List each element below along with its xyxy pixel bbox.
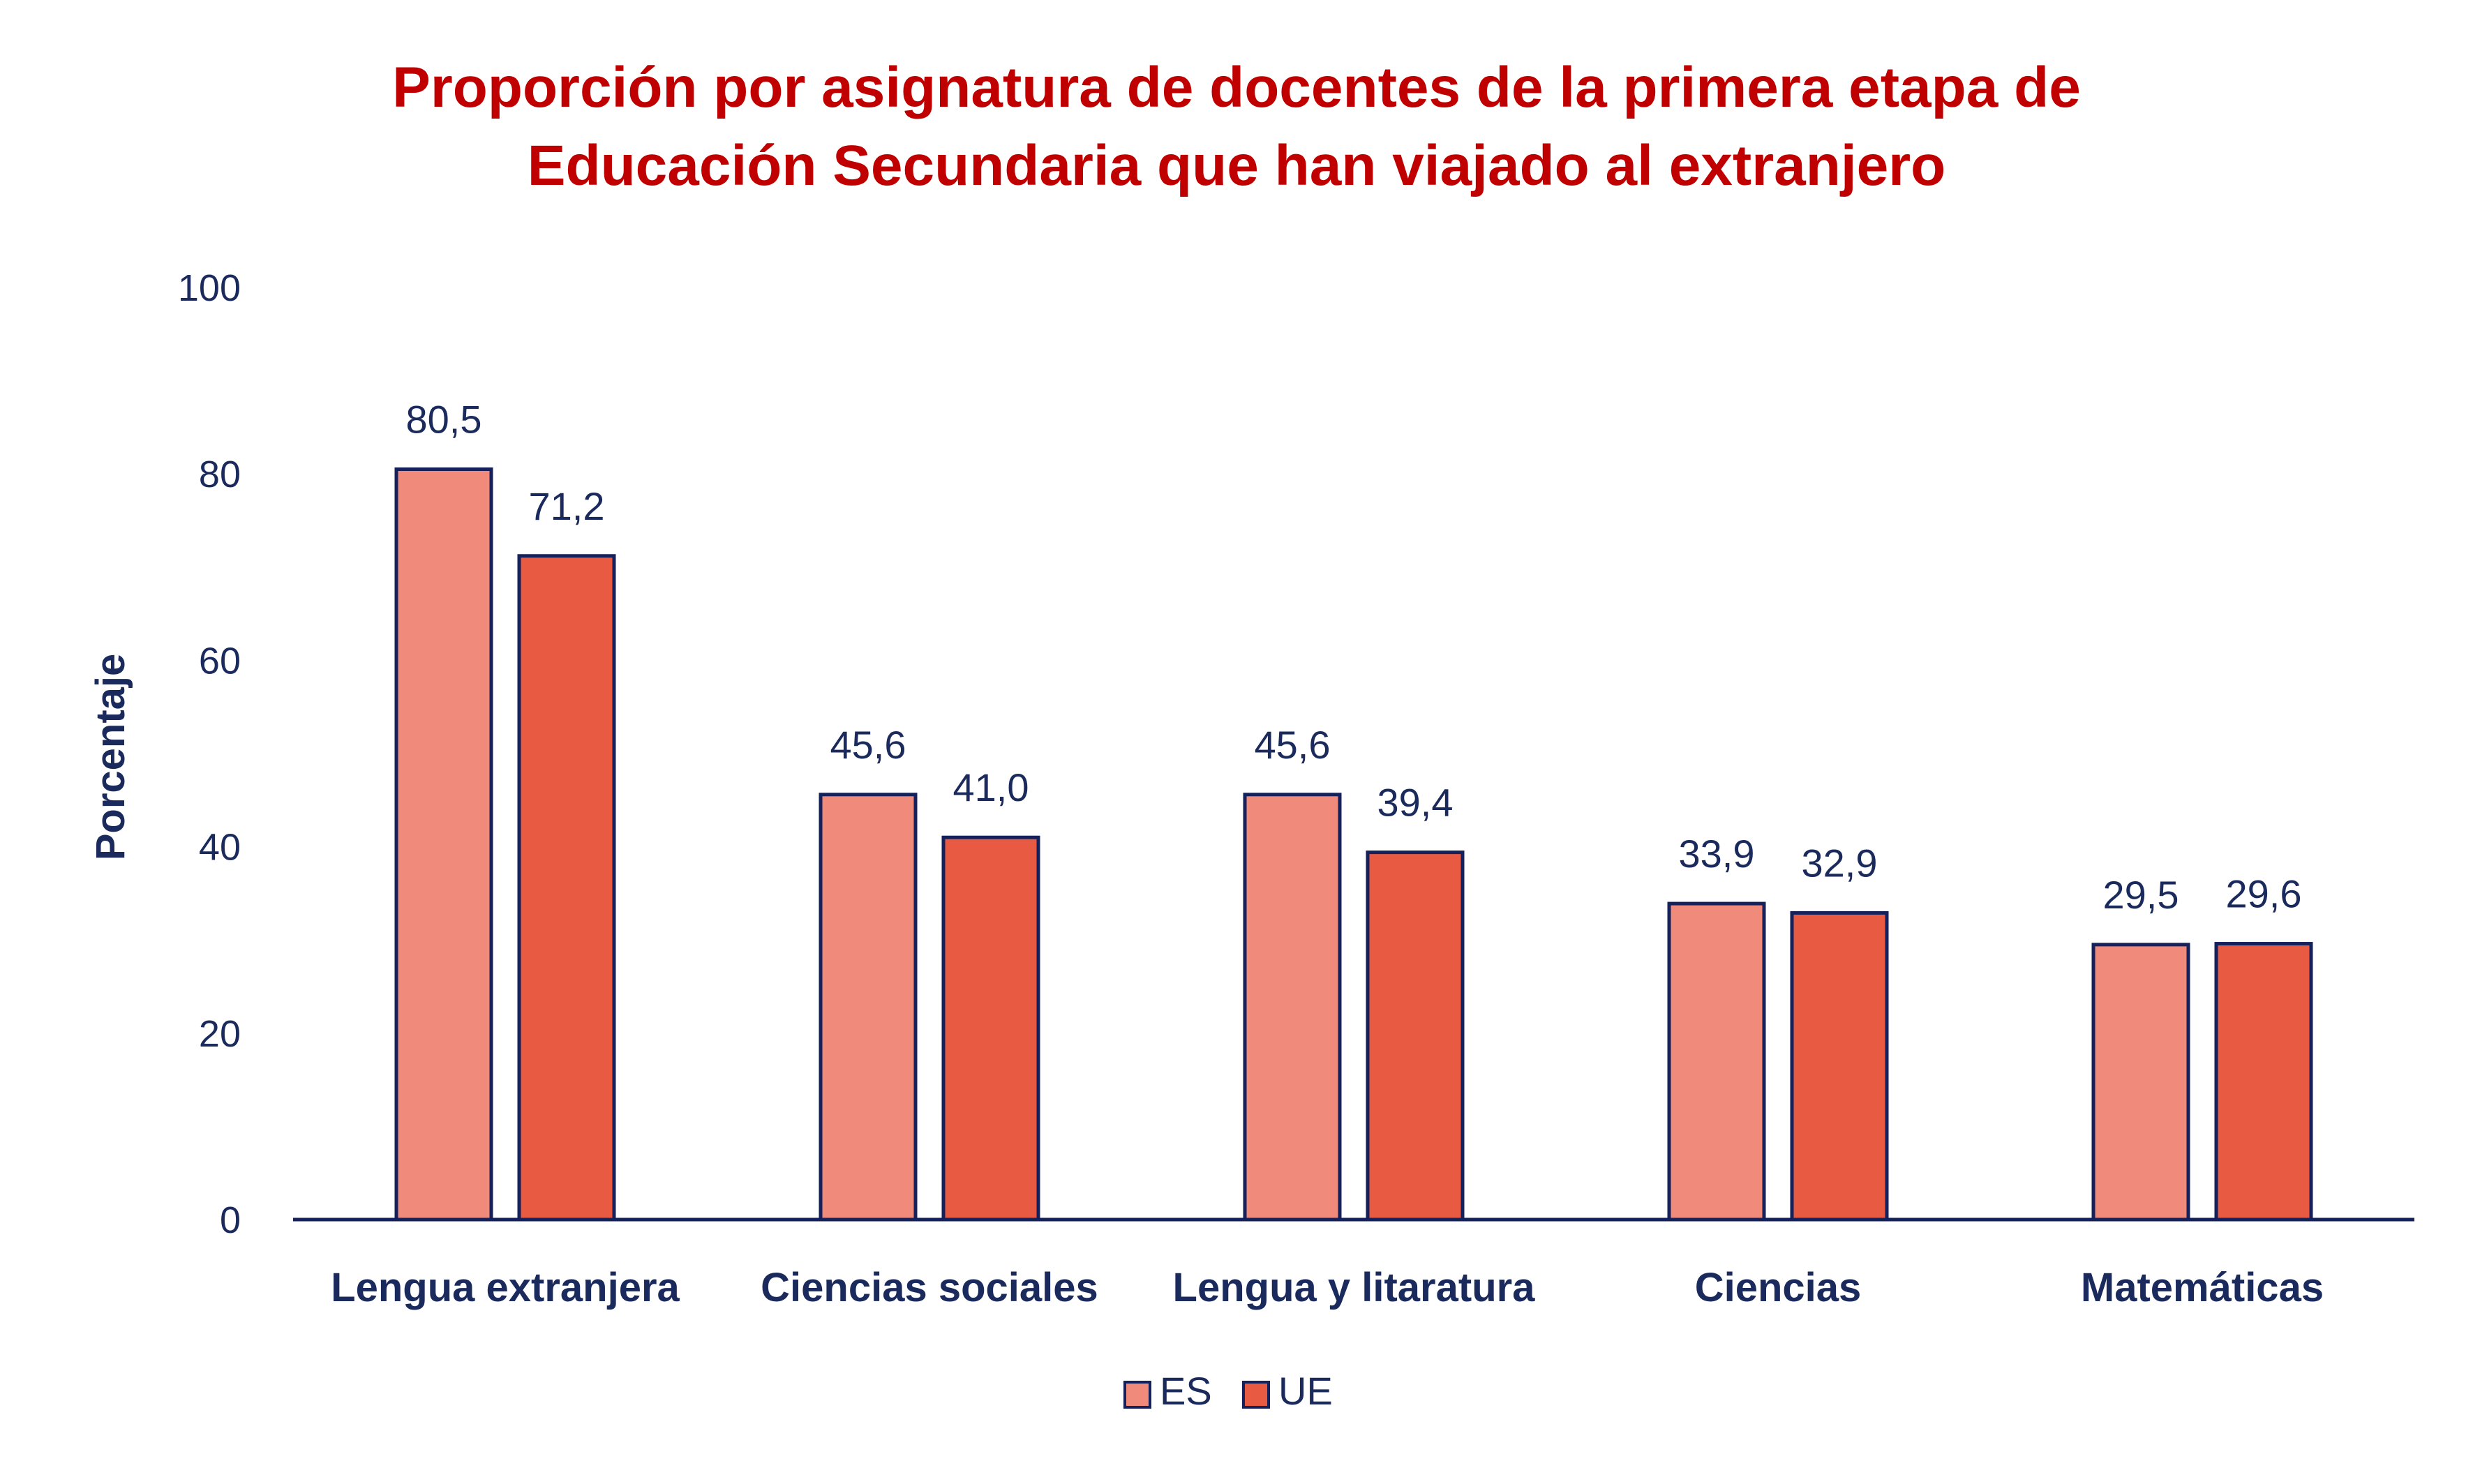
legend: ES UE (1123, 1369, 1333, 1413)
data-label-ue: 41,0 (953, 765, 1029, 809)
y-axis-ticks: 0 20 40 60 80 100 (178, 267, 241, 1241)
value-labels: 80,5 71,2 45,6 41,0 45,6 39,4 33,9 32,9 29,5 29,6 (406, 398, 2302, 917)
bar-ue (2214, 942, 2313, 1222)
y-axis-label-group: Porcentaje (88, 654, 133, 861)
data-label-ue: 29,6 (2226, 872, 2302, 916)
y-tick-label: 100 (178, 267, 241, 309)
chart-title-line-1: Proporción por asignatura de docentes de… (392, 56, 2081, 119)
x-category-label: Lengua extranjera (331, 1265, 680, 1310)
legend-label-ue: UE (1278, 1369, 1333, 1413)
data-label-es: 29,5 (2103, 873, 2179, 917)
data-label-ue: 32,9 (1802, 841, 1878, 885)
bar-ue (517, 554, 616, 1222)
data-label-es: 45,6 (830, 723, 906, 767)
y-tick-label: 40 (199, 827, 241, 869)
bar-es (1243, 793, 1342, 1222)
bar-es (1667, 901, 1766, 1222)
x-category-label: Lengua y litaratura (1173, 1265, 1536, 1310)
y-tick-label: 60 (199, 640, 241, 682)
y-tick-label: 20 (199, 1013, 241, 1055)
bar-es (819, 793, 918, 1222)
data-label-es: 45,6 (1255, 723, 1331, 767)
bars (394, 467, 2313, 1222)
legend-swatch-es (1123, 1381, 1151, 1409)
bar-es (2091, 943, 2190, 1222)
x-category-label: Ciencias sociales (761, 1265, 1098, 1310)
y-tick-label: 0 (220, 1199, 241, 1241)
x-category-label: Ciencias (1695, 1265, 1862, 1310)
y-tick-label: 80 (199, 454, 241, 495)
y-axis-label: Porcentaje (88, 654, 133, 861)
x-axis-categories: Lengua extranjera Ciencias sociales Lengua… (331, 1265, 2324, 1310)
bar-ue (1790, 910, 1889, 1222)
bar-es (394, 467, 493, 1222)
legend-swatch-ue (1242, 1381, 1270, 1409)
bar-ue (1366, 850, 1465, 1222)
data-label-es: 33,9 (1679, 832, 1755, 876)
data-label-ue: 71,2 (529, 484, 605, 528)
data-label-es: 80,5 (406, 398, 482, 442)
chart-title-line-2: Educación Secundaria que han viajado al … (527, 134, 1946, 197)
chart-title: Proporción por asignatura de docentes de… (0, 49, 2473, 205)
bar-ue (941, 835, 1040, 1222)
x-category-label: Matemáticas (2081, 1265, 2324, 1310)
legend-label-es: ES (1160, 1369, 1212, 1413)
data-label-ue: 39,4 (1377, 781, 1454, 825)
